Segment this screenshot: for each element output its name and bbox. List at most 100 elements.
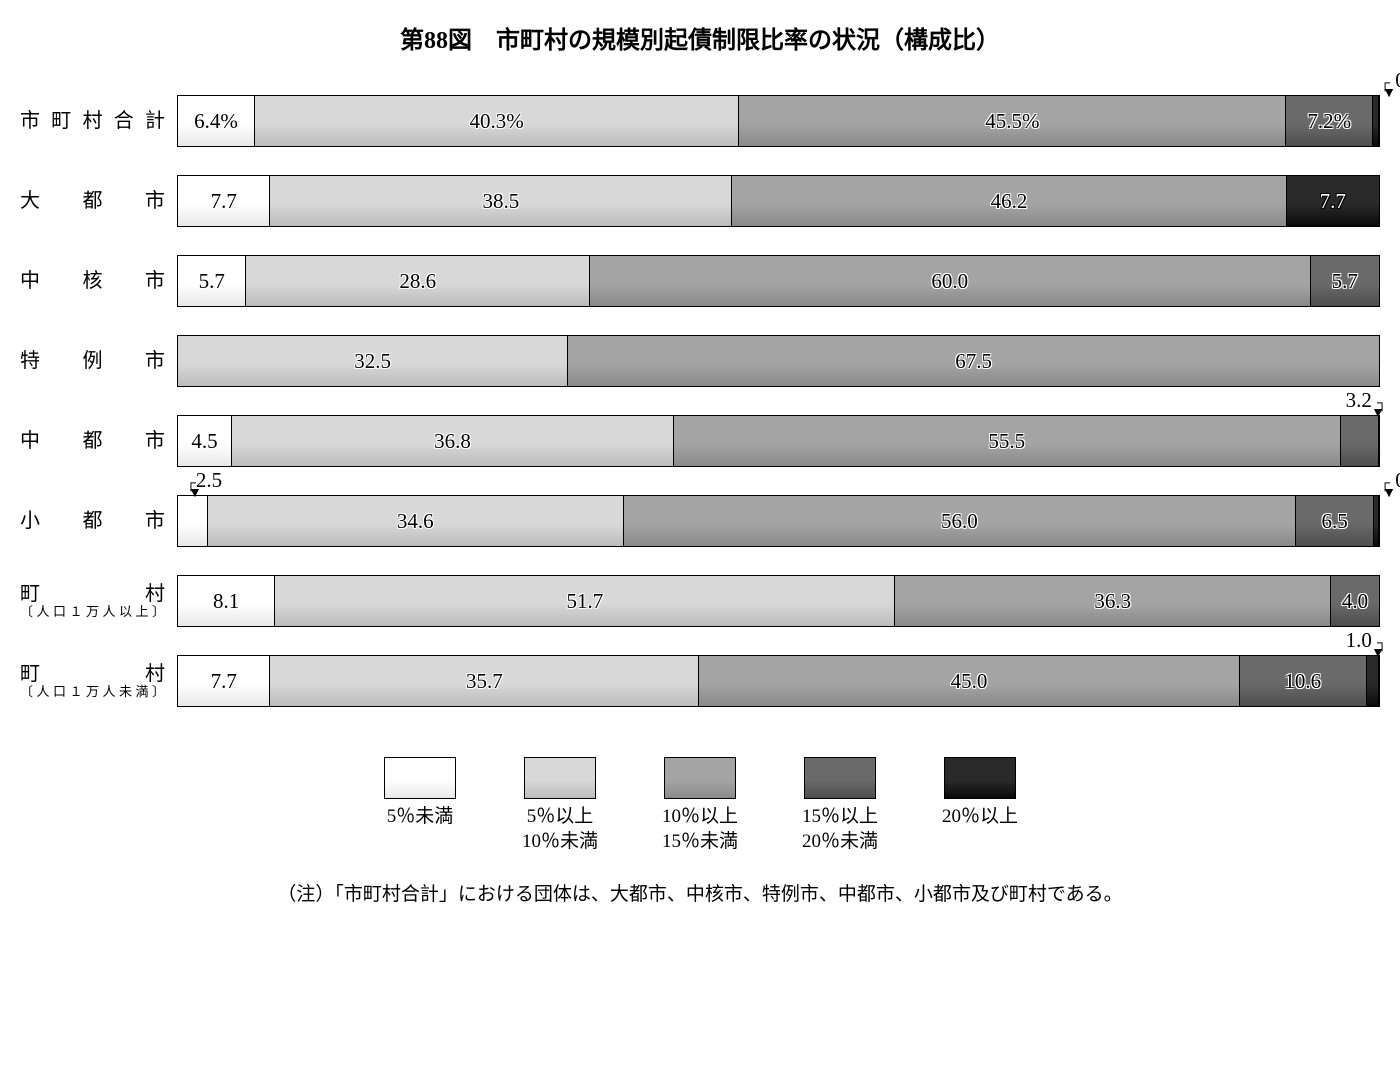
stacked-bar: 5.728.660.05.7 [177,255,1380,307]
legend-swatch [944,757,1016,799]
segment-value: 35.7 [466,669,503,694]
legend-label-line: 5％未満 [387,805,454,830]
row-label: 町 村〔人口１万人以上〕 [20,583,177,619]
stacked-bar: 32.5 67.5 [177,335,1380,387]
row-label-main: 町 村 [20,663,165,685]
legend-label: 20％以上 [942,805,1018,830]
bar-segment: 6.4% [178,96,255,146]
segment-value: 6.5 [1322,509,1348,534]
bar-segment: 60.0 [590,256,1311,306]
chart-container: 第88図 市町村の規模別起債制限比率の状況（構成比） 市町村合計6.4%40.3… [20,20,1380,906]
segment-value: 38.5 [482,189,519,214]
legend-label-line: 10％未満 [522,830,598,855]
bar-row: 大 都 市7.738.546.27.7 [20,175,1380,227]
segment-value: 55.5 [988,429,1025,454]
bar-segment: 67.5 [568,336,1379,386]
segment-value: 8.1 [213,589,239,614]
bar-segment: 7.2% [1286,96,1373,146]
segment-value: 10.6 [1284,669,1321,694]
segment-value: 7.7 [1320,189,1346,214]
row-label-sub: 〔人口１万人以上〕 [20,605,165,619]
bar-segment: 32.5 [178,336,568,386]
arrow-icon: ▼ [1382,486,1396,502]
row-label-sub: 〔人口１万人未満〕 [20,685,165,699]
bar-segment: 40.3% [255,96,739,146]
bar-segment [178,496,208,546]
segment-value: 40.3% [470,109,524,134]
row-label-main: 特 例 市 [20,350,165,372]
arrow-icon: ▼ [1371,406,1385,422]
segment-value: 45.5% [985,109,1039,134]
callout-text: 1.0 [1346,628,1372,652]
row-label-main: 町 村 [20,583,165,605]
callout-label: 1.0 ┐▼ [1346,628,1387,653]
segment-value: 4.0 [1342,589,1368,614]
bar-row: 町 村〔人口１万人未満〕7.735.745.010.61.0 ┐▼ [20,655,1380,707]
segment-value: 56.0 [941,509,978,534]
segment-value: 7.7 [211,189,237,214]
callout-label: ┌ 0.5%▼ [1380,68,1400,93]
bar-segment: 5.7 [1311,256,1379,306]
row-label: 中 都 市 [20,430,177,452]
bar-row: 市町村合計6.4%40.3%45.5%7.2%┌ 0.5%▼ [20,95,1380,147]
legend-label: 15％以上20％未満 [802,805,878,854]
legend-swatch [664,757,736,799]
bar-row: 小 都 市34.656.06.5┌2.5▼┌ 0.4%▼ [20,495,1380,547]
segment-value: 51.7 [566,589,603,614]
bar-segment: 7.7 [178,656,270,706]
bar-segment: 8.1 [178,576,275,626]
stacked-bar: 6.4%40.3%45.5%7.2%┌ 0.5%▼ [177,95,1380,147]
segment-value: 5.7 [199,269,225,294]
bar-segment: 36.8 [232,416,674,466]
segment-value: 7.7 [211,669,237,694]
bar-row: 中 都 市4.536.855.53.2 ┐▼ [20,415,1380,467]
legend-label-line: 10％以上 [662,805,738,830]
legend-label-line: 15％未満 [662,830,738,855]
legend-label-line: 20％以上 [942,805,1018,830]
row-label-main: 中 都 市 [20,430,165,452]
bar-segment: 51.7 [275,576,895,626]
legend-label-line: 15％以上 [802,805,878,830]
legend-item: 20％以上 [930,757,1030,854]
bar-segment: 4.5 [178,416,232,466]
stacked-bar: 4.536.855.53.2 ┐▼ [177,415,1380,467]
bar-segment: 36.3 [895,576,1331,626]
row-label: 大 都 市 [20,190,177,212]
callout-label: ┌ 0.4%▼ [1380,468,1400,493]
bar-row: 中 核 市5.728.660.05.7 [20,255,1380,307]
row-label-main: 大 都 市 [20,190,165,212]
arrow-icon: ▼ [1382,86,1396,102]
bar-segment: 7.7 [178,176,270,226]
segment-value: 5.7 [1332,269,1358,294]
legend-label-line: 5％以上 [522,805,598,830]
row-label-main: 中 核 市 [20,270,165,292]
segment-value: 6.4% [194,109,238,134]
segment-value: 32.5 [354,349,391,374]
legend-item: 10％以上15％未満 [650,757,750,854]
row-label-main: 小 都 市 [20,510,165,532]
legend-label: 10％以上15％未満 [662,805,738,854]
row-label: 町 村〔人口１万人未満〕 [20,663,177,699]
bar-segment: 56.0 [624,496,1297,546]
segment-value: 34.6 [397,509,434,534]
bar-segment [1374,496,1379,546]
legend-swatch [384,757,456,799]
segment-value: 36.8 [434,429,471,454]
chart-title: 第88図 市町村の規模別起債制限比率の状況（構成比） [20,20,1380,55]
legend-label: 5％未満 [387,805,454,830]
bar-segment: 45.0 [699,656,1239,706]
arrow-icon: ▼ [188,486,202,502]
bar-row: 町 村〔人口１万人以上〕 8.1 51.7 36.3 4.0 [20,575,1380,627]
legend-item: 5％以上10％未満 [510,757,610,854]
segment-value: 4.5 [191,429,217,454]
callout-text: 3.2 [1346,388,1372,412]
segment-value: 67.5 [955,349,992,374]
legend-swatch [524,757,596,799]
row-label: 中 核 市 [20,270,177,292]
legend-swatch [804,757,876,799]
stacked-bar: 7.738.546.27.7 [177,175,1380,227]
bar-segment [1373,96,1379,146]
stacked-bar: 7.735.745.010.61.0 ┐▼ [177,655,1380,707]
row-label: 特 例 市 [20,350,177,372]
bar-segment: 45.5% [739,96,1286,146]
